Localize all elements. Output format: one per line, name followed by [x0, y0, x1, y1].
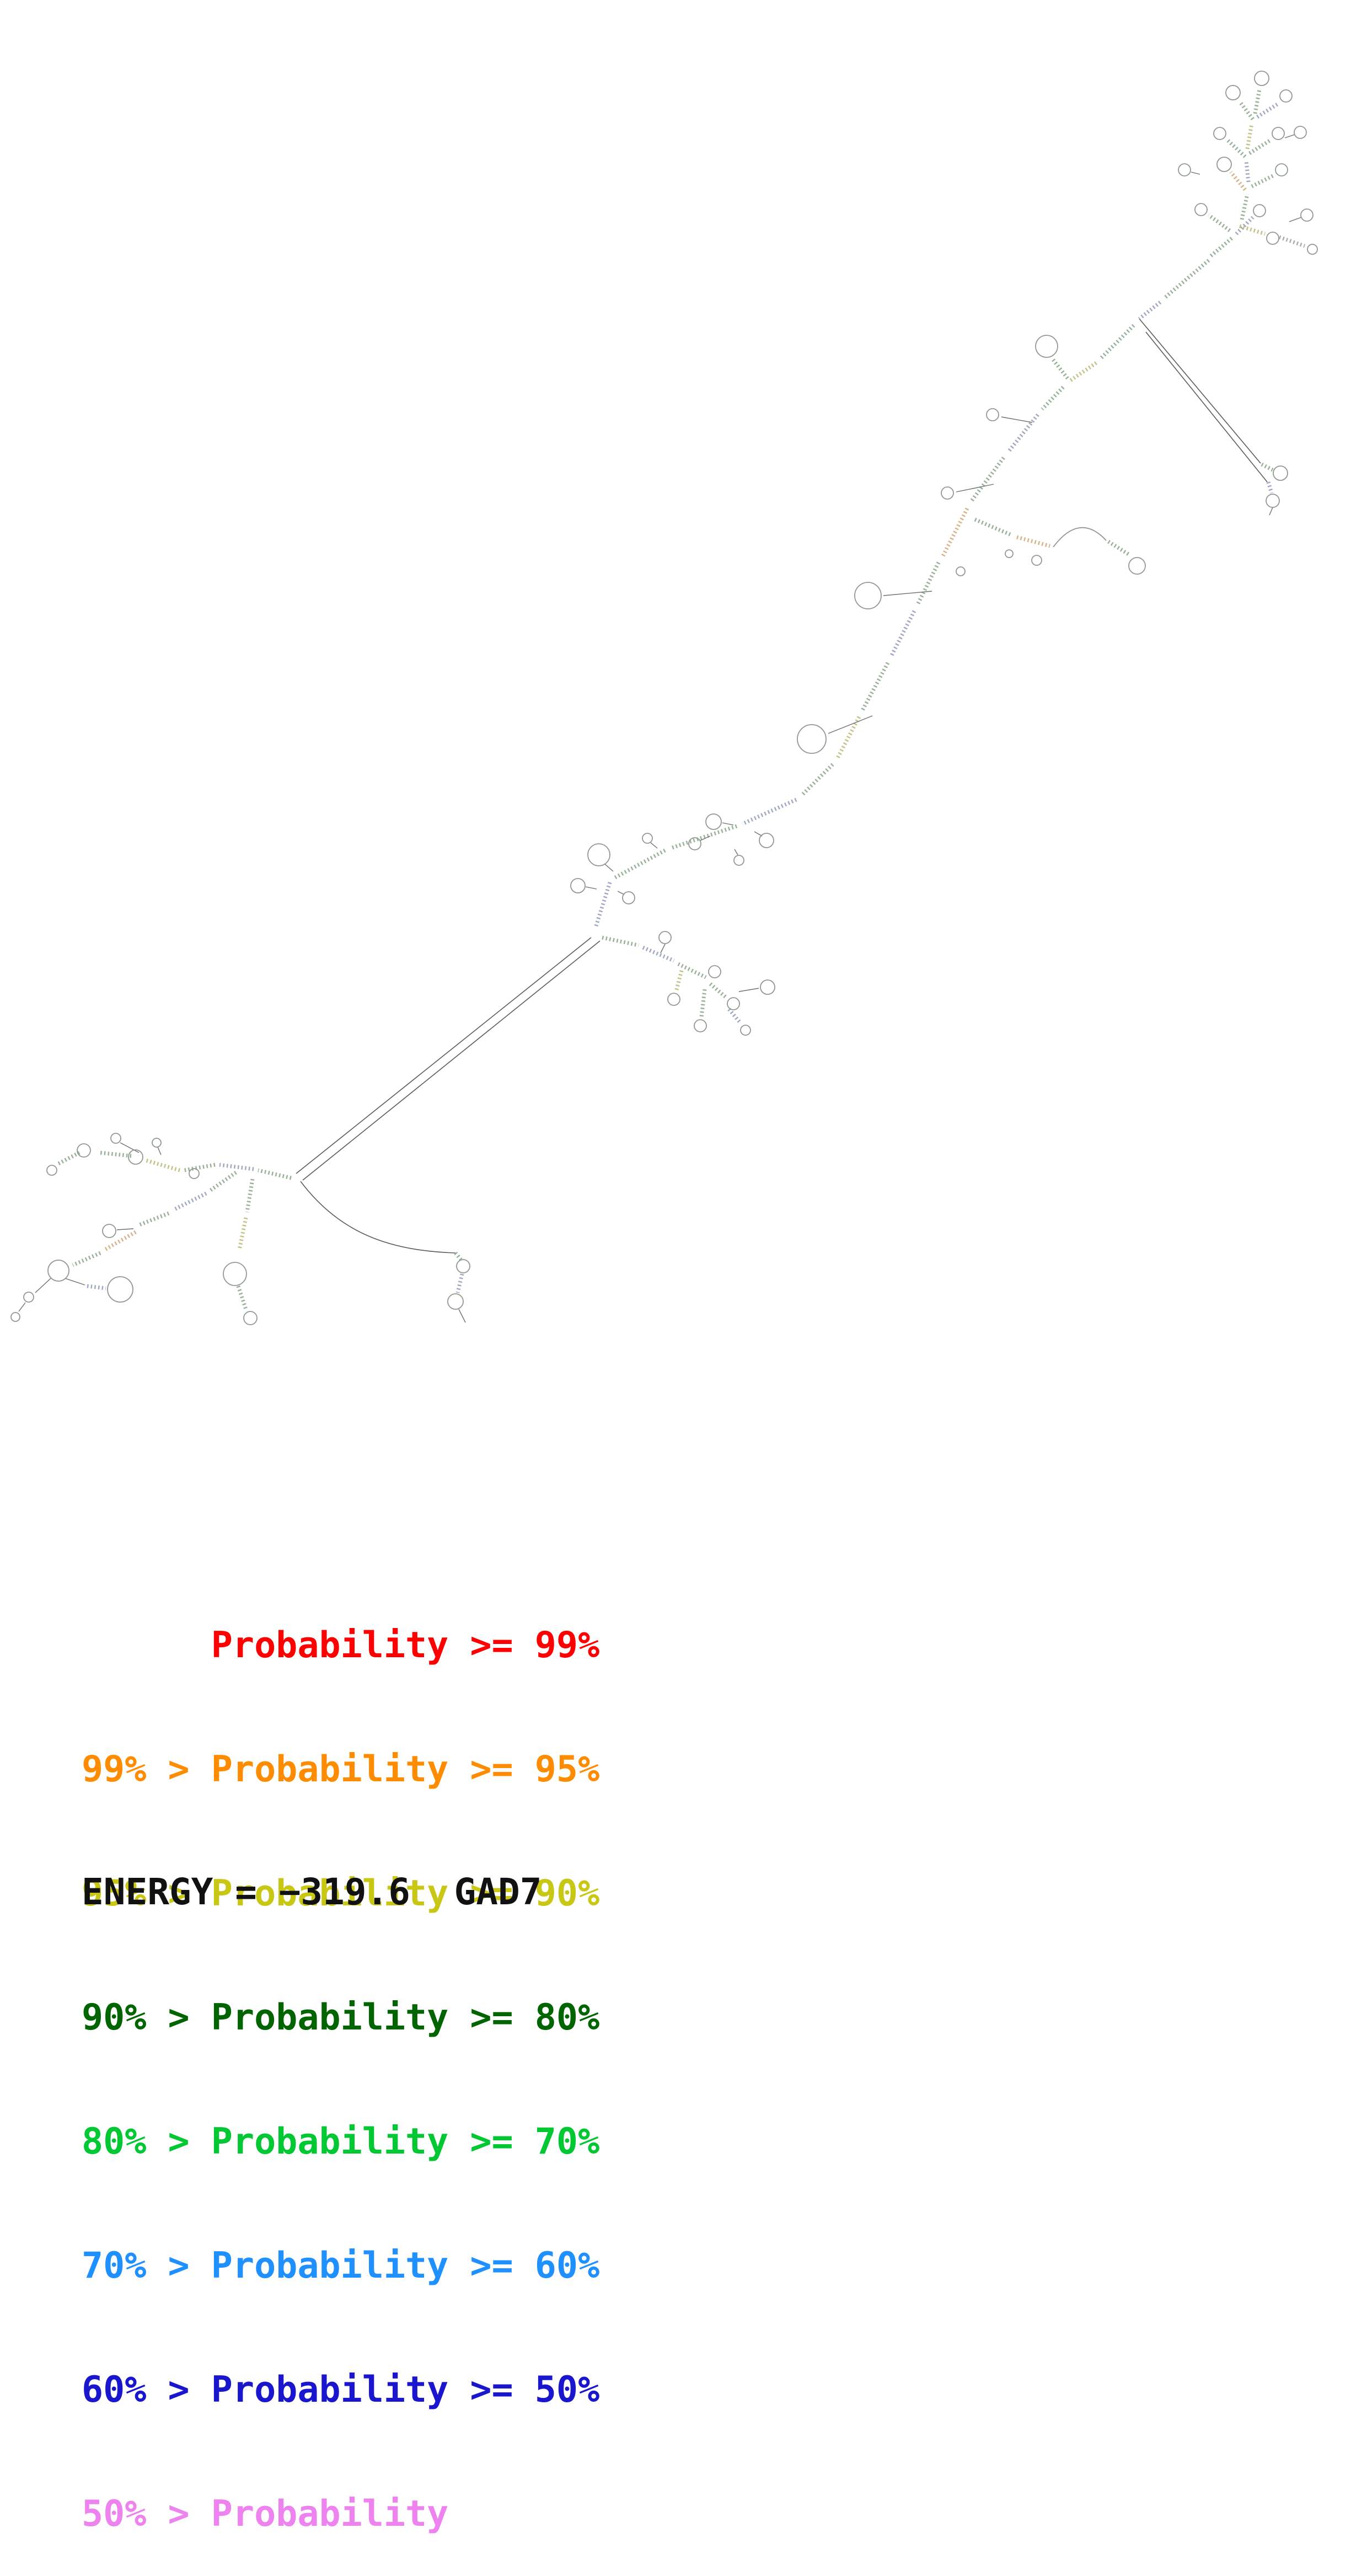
legend-item-90: 95% > Probability >= 90%: [82, 1873, 600, 1914]
rna-structure-plot: [10, 71, 1318, 1325]
legend-item-70: 80% > Probability >= 70%: [82, 2121, 600, 2162]
legend-item-50: 60% > Probability >= 50%: [82, 2369, 600, 2411]
helix-segments: [57, 89, 1306, 1310]
legend-item-60: 70% > Probability >= 60%: [82, 2245, 600, 2286]
probability-legend: Probability >= 99% 99% > Probability >= …: [82, 1542, 599, 2576]
single-strand-links: [18, 134, 1302, 1323]
loop-circles: [10, 71, 1318, 1325]
legend-item-80: 90% > Probability >= 80%: [82, 1997, 600, 2038]
long-range-connectors: [296, 318, 1268, 1254]
legend-item-95: 99% > Probability >= 95%: [82, 1749, 600, 1790]
legend-item-99: Probability >= 99%: [82, 1625, 600, 1666]
energy-label: ENERGY = −319.6 GAD7: [82, 1871, 542, 1913]
legend-item-below-50: 50% > Probability: [82, 2493, 449, 2535]
